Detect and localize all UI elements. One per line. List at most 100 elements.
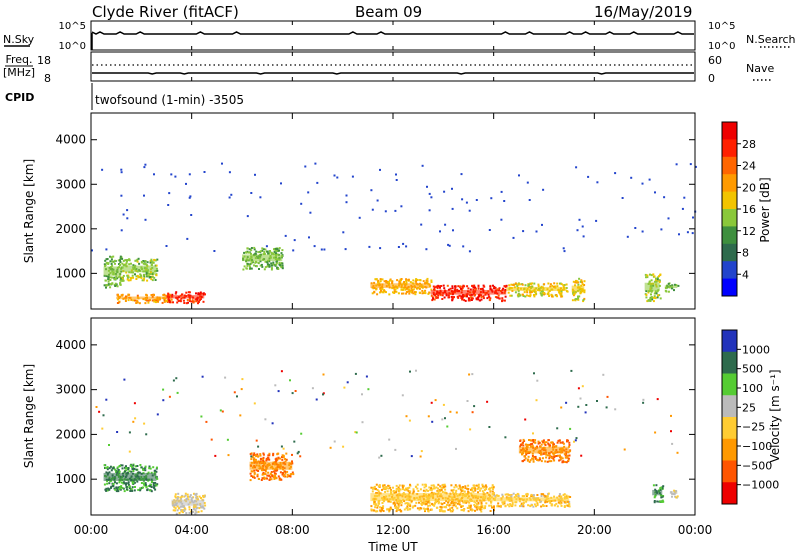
- range-gate-cell: [655, 280, 658, 283]
- range-gate-cell: [406, 502, 408, 505]
- range-gate-cell: [486, 492, 489, 494]
- range-gate-cell: [149, 273, 152, 275]
- range-gate-cell: [432, 487, 435, 490]
- range-gate-cell: [386, 490, 389, 493]
- scatter-region: [430, 284, 508, 303]
- sparse-echo: [490, 197, 493, 200]
- cpid-row: CPID twofsound (1-min) -3505: [5, 83, 244, 110]
- range-gate-cell: [257, 261, 260, 264]
- range-gate-cell: [110, 469, 113, 472]
- range-gate-cell: [673, 289, 675, 292]
- range-gate-cell: [113, 276, 116, 279]
- sparse-echo: [265, 245, 268, 248]
- range-gate-cell: [291, 453, 293, 456]
- range-gate-cell: [127, 299, 130, 302]
- sparse-echo: [368, 245, 371, 248]
- range-gate-cell: [416, 507, 419, 510]
- sparse-echo: [471, 411, 474, 414]
- range-gate-cell: [423, 291, 426, 294]
- range-gate-cell: [443, 506, 446, 509]
- range-gate-cell: [540, 290, 543, 293]
- range-gate-cell: [531, 495, 534, 498]
- range-gate-cell: [534, 457, 537, 460]
- range-gate-cell: [456, 288, 459, 291]
- range-gate-cell: [556, 295, 558, 298]
- range-gate-cell: [427, 504, 430, 507]
- range-gate-cell: [565, 461, 568, 464]
- range-gate-cell: [660, 496, 663, 499]
- scatter-core: [518, 446, 570, 454]
- range-gate-cell: [532, 458, 535, 461]
- range-gate-cell: [414, 291, 417, 294]
- range-gate-cell: [268, 452, 271, 455]
- range-gate-cell: [474, 509, 476, 512]
- range-gate-cell: [274, 458, 277, 461]
- range-gate-cell: [377, 280, 379, 283]
- sparse-echo: [581, 225, 584, 228]
- sparse-echo: [224, 376, 227, 379]
- range-gate-cell: [437, 490, 440, 492]
- range-gate-cell: [551, 456, 553, 459]
- range-gate-cell: [185, 302, 188, 305]
- range-gate-cell: [470, 488, 472, 491]
- range-gate-cell: [582, 299, 585, 301]
- range-gate-cell: [145, 273, 148, 275]
- sparse-echo: [577, 387, 580, 390]
- sparse-echo: [397, 246, 400, 248]
- range-gate-cell: [176, 498, 179, 501]
- range-gate-cell: [115, 482, 118, 485]
- range-gate-cell: [286, 473, 289, 476]
- range-gate-cell: [559, 457, 562, 460]
- range-gate-cell: [569, 496, 572, 498]
- range-gate-cell: [142, 482, 145, 485]
- range-gate-cell: [541, 457, 544, 460]
- range-gate-cell: [418, 501, 420, 504]
- range-gate-cell: [454, 505, 457, 508]
- range-gate-cell: [519, 445, 522, 448]
- range-gate-cell: [671, 495, 673, 498]
- range-gate-cell: [445, 294, 448, 297]
- colorbar-tick-label: −100: [742, 440, 772, 453]
- range-gate-cell: [105, 471, 108, 474]
- range-gate-cell: [266, 458, 269, 461]
- range-gate-cell: [262, 460, 265, 462]
- range-gate-cell: [255, 265, 258, 268]
- range-gate-cell: [182, 511, 184, 514]
- range-gate-cell: [450, 484, 453, 487]
- range-gate-cell: [109, 283, 112, 286]
- sparse-echo: [444, 417, 446, 420]
- scatter-core: [166, 295, 205, 299]
- sparse-echo: [630, 176, 633, 179]
- time-tick-label: 08:00: [275, 523, 310, 537]
- sparse-echo: [284, 234, 287, 237]
- range-gate-cell: [418, 287, 421, 290]
- sparse-echo: [354, 372, 357, 375]
- range-gate-cell: [525, 500, 528, 503]
- range-gate-cell: [120, 485, 123, 488]
- range-gate-cell: [188, 511, 191, 514]
- range-gate-cell: [581, 281, 584, 284]
- range-gate-cell: [477, 487, 480, 490]
- range-gate-cell: [531, 452, 534, 455]
- range-gate-cell: [373, 485, 376, 488]
- nave-tick-low: 0: [708, 72, 715, 85]
- range-gate-cell: [565, 504, 568, 507]
- range-gate-cell: [127, 482, 130, 485]
- sparse-echo: [522, 230, 525, 233]
- range-gate-cell: [496, 504, 499, 507]
- range-gate-cell: [389, 279, 391, 282]
- sparse-echo: [542, 188, 545, 191]
- range-gate-cell: [117, 486, 120, 489]
- range-gate-cell: [454, 491, 457, 494]
- range-gate-cell: [402, 488, 404, 491]
- range-gate-cell: [660, 494, 663, 497]
- time-tick-label: 04:00: [174, 523, 209, 537]
- range-gate-cell: [271, 474, 274, 477]
- range-gate-cell: [283, 475, 286, 478]
- range-gate-cell: [526, 459, 529, 462]
- sparse-echo: [126, 209, 129, 212]
- range-gate-cell: [132, 271, 134, 274]
- colorbar-tick-label: 8: [742, 247, 749, 260]
- range-gate-cell: [128, 271, 131, 274]
